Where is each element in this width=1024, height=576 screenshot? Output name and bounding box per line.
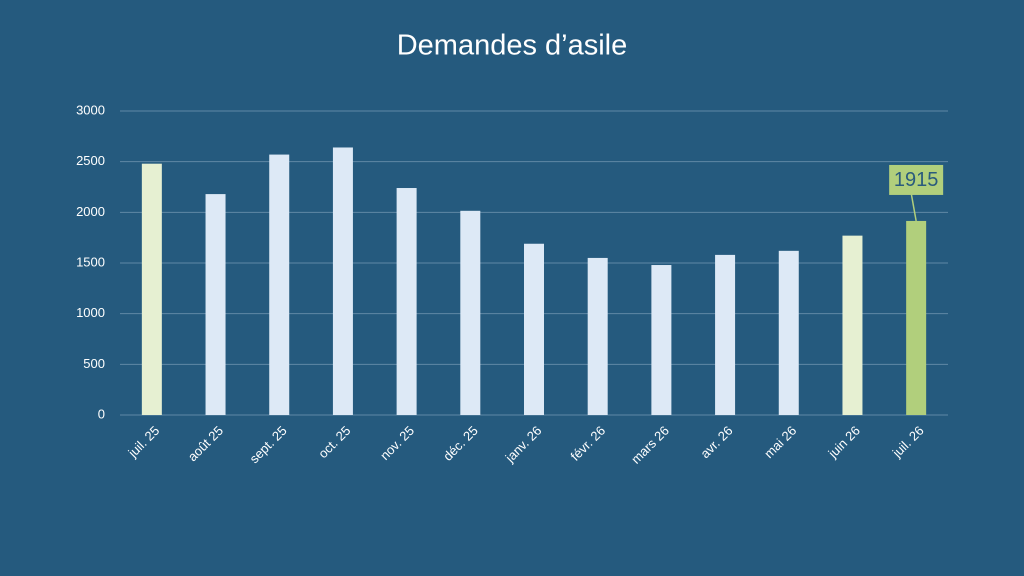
- y-tick-label: 3000: [76, 102, 105, 117]
- label-leader: [910, 192, 917, 222]
- bar: [141, 163, 162, 415]
- bar: [396, 188, 417, 415]
- bar: [332, 147, 353, 416]
- chart-title: Demandes d’asile: [397, 30, 628, 62]
- y-tick-label: 1500: [76, 254, 105, 269]
- value-label: 1915: [894, 169, 939, 191]
- label-box: [889, 164, 944, 195]
- bar: [651, 265, 672, 415]
- bar: [778, 250, 799, 415]
- y-tick-label: 2500: [76, 153, 105, 168]
- y-tick-label: 2000: [76, 204, 105, 219]
- bar: [524, 243, 544, 415]
- bar: [205, 194, 226, 415]
- y-tick-label: 0: [98, 406, 105, 421]
- bar: [715, 254, 736, 415]
- bar: [906, 220, 927, 415]
- bar: [269, 154, 290, 415]
- bar: [460, 210, 481, 415]
- y-tick-label: 1000: [76, 305, 105, 320]
- bar: [587, 257, 608, 415]
- bar: [842, 235, 863, 415]
- y-tick-label: 500: [83, 356, 105, 371]
